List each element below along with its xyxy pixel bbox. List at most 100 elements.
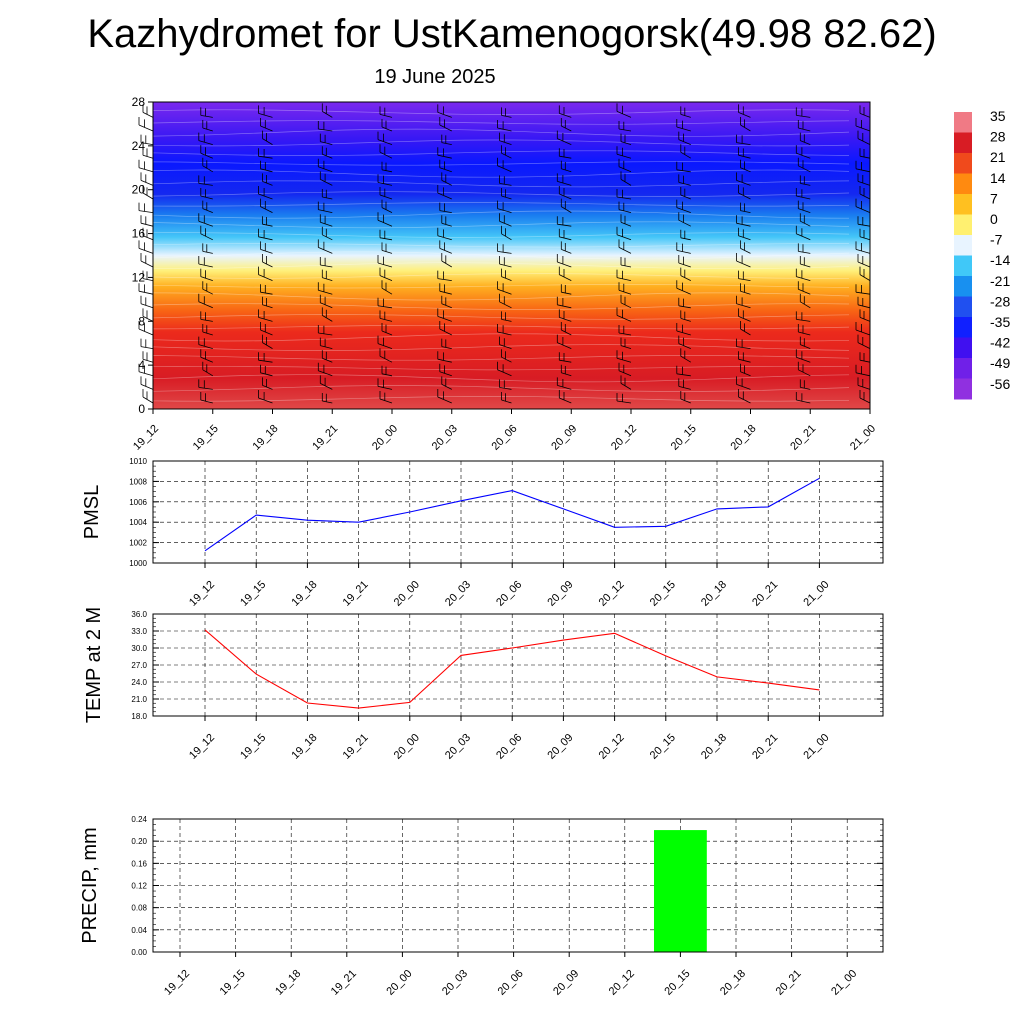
x-tick-label: 20_12 bbox=[607, 968, 637, 998]
wind-barb bbox=[618, 325, 632, 336]
wind-barb bbox=[738, 185, 751, 200]
wind-barb bbox=[859, 309, 871, 322]
wind-barb bbox=[202, 281, 213, 295]
contour-line bbox=[152, 314, 850, 320]
colorbar-label: -21 bbox=[990, 273, 1010, 289]
wind-barb bbox=[321, 393, 333, 404]
wind-barb bbox=[676, 365, 691, 377]
wind-barb bbox=[317, 325, 333, 336]
wind-barb bbox=[317, 239, 333, 254]
wind-barb bbox=[680, 229, 691, 241]
wind-barb bbox=[560, 322, 572, 336]
wind-barb bbox=[258, 105, 273, 118]
wind-barb bbox=[497, 120, 512, 132]
y-tick-label: 0 bbox=[138, 402, 145, 416]
plot-frame bbox=[152, 460, 884, 564]
wind-barb bbox=[499, 293, 512, 309]
wind-barb bbox=[857, 173, 871, 186]
wind-barb bbox=[857, 334, 871, 349]
y-tick-label: 0.16 bbox=[131, 859, 147, 868]
wind-barb bbox=[321, 350, 333, 363]
wind-barb bbox=[377, 174, 393, 186]
wind-barb bbox=[855, 160, 871, 173]
wind-barb bbox=[618, 158, 632, 173]
wind-barb bbox=[738, 227, 751, 241]
wind-barb bbox=[736, 338, 751, 349]
colorbar-segment bbox=[954, 358, 972, 379]
wind-barb bbox=[797, 157, 811, 173]
colorbar-segment bbox=[954, 255, 972, 277]
wind-barb bbox=[678, 131, 691, 145]
pmsl-panel: 1000 1002 1004 1006 1008 1010 19_12 19_15 19_18 1… bbox=[81, 457, 884, 609]
wind-barb bbox=[620, 257, 632, 268]
x-tick-label: 20_00 bbox=[370, 423, 400, 453]
wind-barb bbox=[560, 284, 572, 295]
wind-barb bbox=[198, 336, 213, 349]
contour-line bbox=[152, 202, 850, 207]
y-tick-label: 0.04 bbox=[131, 926, 147, 935]
wind-barb bbox=[140, 172, 154, 186]
wind-barbs bbox=[138, 103, 871, 404]
contour-line bbox=[152, 251, 850, 260]
wind-barb bbox=[736, 295, 751, 309]
wind-barb bbox=[317, 201, 333, 213]
wind-barb bbox=[497, 361, 512, 377]
y-tick-label: 30.0 bbox=[131, 644, 147, 653]
colorbar: 35 28 21 14 7 0 -7 -14 -21 -28 -35 -42 -49 -56 bbox=[954, 108, 1010, 400]
wind-barb bbox=[381, 323, 393, 336]
contour-line bbox=[152, 385, 850, 392]
x-tick-label: 20_21 bbox=[788, 423, 818, 453]
wind-barb bbox=[859, 105, 871, 118]
wind-barb bbox=[620, 337, 632, 349]
wind-barb bbox=[437, 308, 452, 322]
x-tick-label: 20_00 bbox=[384, 968, 414, 998]
contour-line bbox=[152, 243, 849, 248]
x-tick-label: 19_15 bbox=[191, 423, 221, 453]
y-tick-label: 0.24 bbox=[131, 815, 147, 824]
x-tick-label: 20_00 bbox=[392, 579, 422, 609]
y-tick-label: 0.00 bbox=[131, 948, 147, 957]
wind-barb bbox=[142, 270, 154, 281]
precip-panel-ylabel: PRECIP, mm bbox=[79, 827, 101, 943]
wind-barb bbox=[319, 133, 333, 145]
y-tick-label: 0.08 bbox=[131, 904, 147, 913]
wind-barb bbox=[377, 378, 393, 390]
x-tick-label: 20_03 bbox=[443, 732, 473, 762]
contour-line bbox=[152, 284, 850, 289]
wind-barb bbox=[198, 213, 213, 227]
wind-barb bbox=[795, 225, 811, 241]
wind-barb bbox=[497, 243, 512, 254]
wind-barb bbox=[616, 189, 632, 200]
wind-barb bbox=[676, 323, 691, 336]
wind-barb bbox=[437, 104, 452, 118]
wind-barb bbox=[558, 266, 572, 281]
wind-barb bbox=[620, 294, 632, 309]
wind-barb bbox=[262, 254, 273, 268]
wind-barb bbox=[499, 132, 512, 145]
wind-barb bbox=[202, 157, 214, 173]
wind-barb bbox=[736, 134, 751, 145]
wind-barb bbox=[140, 253, 154, 268]
wind-barb bbox=[501, 145, 512, 159]
wind-barb bbox=[381, 119, 393, 132]
contour-line bbox=[152, 210, 850, 219]
contour-line bbox=[152, 344, 850, 351]
wind-barb bbox=[138, 283, 154, 295]
wind-barb bbox=[260, 284, 273, 295]
wind-barb bbox=[616, 350, 632, 363]
temperature-field bbox=[153, 102, 870, 409]
wind-barb bbox=[200, 392, 213, 404]
wind-barb bbox=[855, 241, 871, 254]
wind-barb bbox=[437, 227, 452, 241]
wind-barb bbox=[501, 268, 512, 281]
wind-barb bbox=[738, 351, 751, 363]
x-tick-label: 20_12 bbox=[597, 579, 627, 609]
wind-barb bbox=[317, 282, 333, 295]
y-tick-label: 8 bbox=[138, 314, 145, 328]
wind-barb bbox=[680, 310, 691, 322]
wind-barb bbox=[441, 215, 452, 227]
wind-barb bbox=[678, 378, 691, 390]
x-tick-label: 19_21 bbox=[329, 968, 359, 998]
precip-bar bbox=[653, 830, 707, 952]
wind-barb bbox=[560, 241, 572, 254]
